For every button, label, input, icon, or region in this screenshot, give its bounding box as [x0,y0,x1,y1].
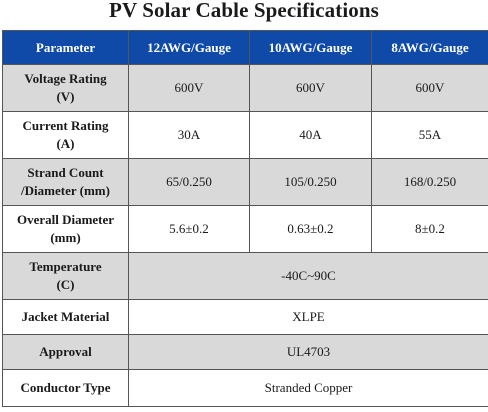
cell-value-merged: Stranded Copper [129,370,488,407]
cell-value-merged: -40C~90C [129,253,488,300]
cell-value-merged: UL4703 [129,335,488,370]
header-parameter: Parameter [3,31,129,65]
table-header-row: Parameter 12AWG/Gauge 10AWG/Gauge 8AWG/G… [3,31,488,65]
table-row: Voltage Rating (V) 600V 600V 600V [3,65,488,112]
cell-value: 168/0.250 [372,159,488,206]
row-label: Jacket Material [3,300,129,335]
row-label: Voltage Rating (V) [3,65,129,112]
table-row: Overall Diameter (mm) 5.6±0.2 0.63±0.2 8±… [3,206,488,253]
cell-value: 5.6±0.2 [129,206,250,253]
cell-value: 105/0.250 [250,159,372,206]
cell-value: 600V [129,65,250,112]
row-label: Approval [3,335,129,370]
cell-value: 600V [250,65,372,112]
cell-value: 8±0.2 [372,206,488,253]
header-8awg: 8AWG/Gauge [372,31,488,65]
spec-table: Parameter 12AWG/Gauge 10AWG/Gauge 8AWG/G… [2,30,488,407]
row-label: Overall Diameter (mm) [3,206,129,253]
table-row: Current Rating (A) 30A 40A 55A [3,112,488,159]
header-10awg: 10AWG/Gauge [250,31,372,65]
row-label: Current Rating (A) [3,112,129,159]
cell-value: 600V [372,65,488,112]
table-row: Conductor Type Stranded Copper [3,370,488,407]
row-label: Strand Count/Diameter (mm) [3,159,129,206]
cell-value: 0.63±0.2 [250,206,372,253]
table-row: Jacket Material XLPE [3,300,488,335]
table-row: Temperature (C) -40C~90C [3,253,488,300]
cell-value: 55A [372,112,488,159]
cell-value: 65/0.250 [129,159,250,206]
header-12awg: 12AWG/Gauge [129,31,250,65]
row-label: Temperature (C) [3,253,129,300]
cell-value-merged: XLPE [129,300,488,335]
page-title: PV Solar Cable Specifications [0,0,488,24]
table-row: Strand Count/Diameter (mm) 65/0.250 105/… [3,159,488,206]
row-label: Conductor Type [3,370,129,407]
cell-value: 40A [250,112,372,159]
cell-value: 30A [129,112,250,159]
table-row: Approval UL4703 [3,335,488,370]
